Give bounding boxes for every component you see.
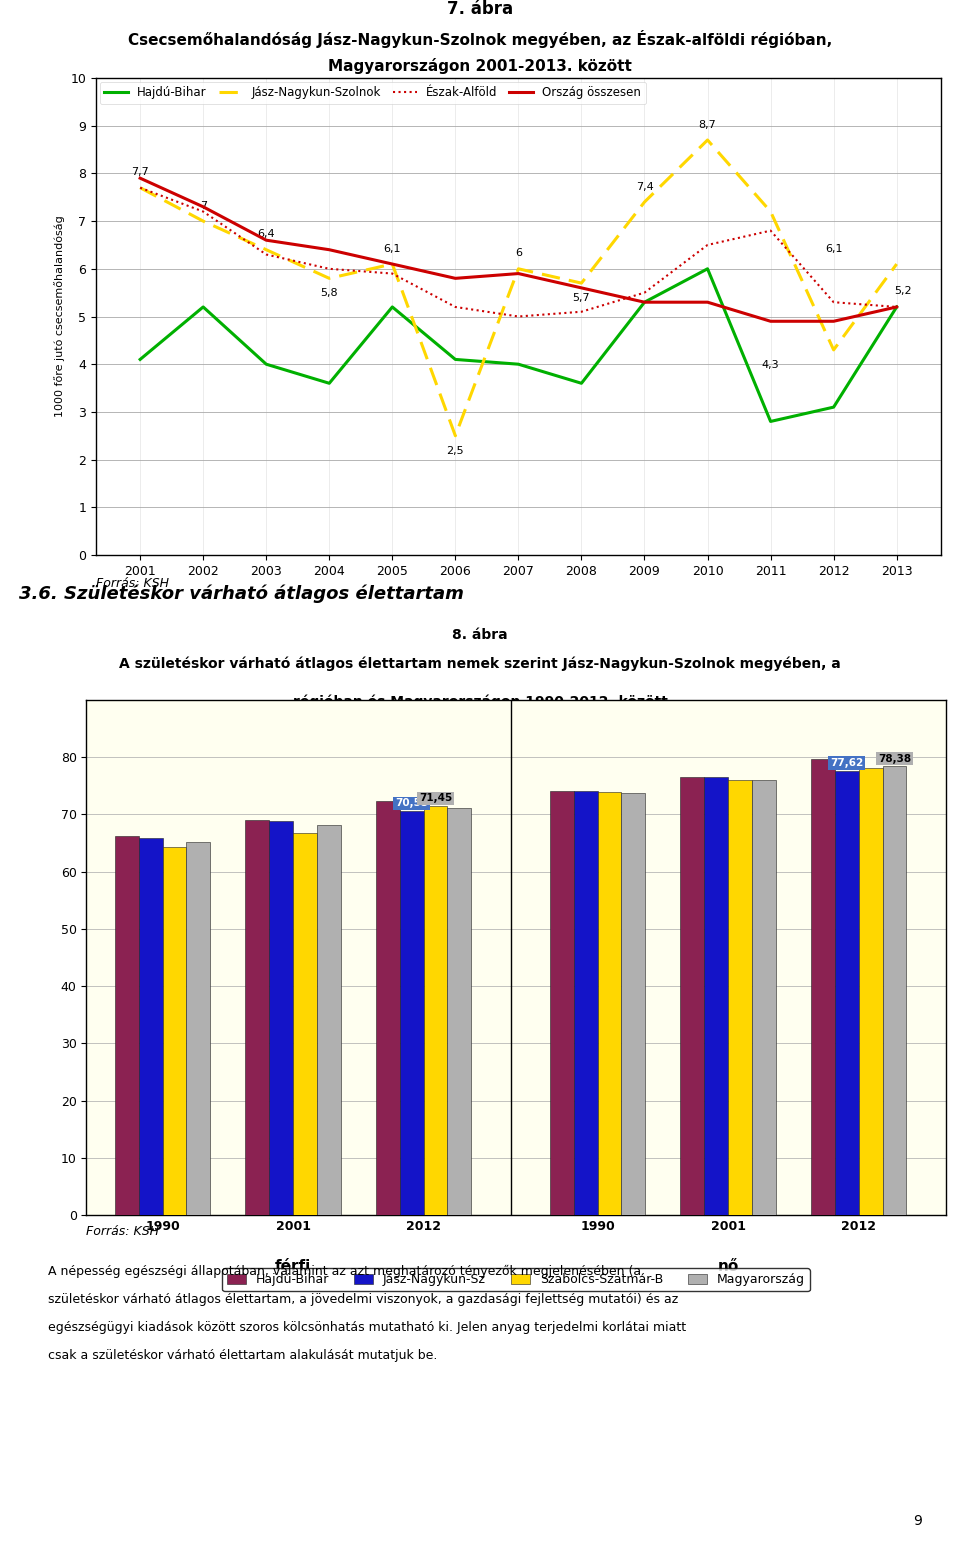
Text: 70,55: 70,55 — [395, 798, 428, 809]
Text: 6,4: 6,4 — [257, 229, 275, 240]
Bar — [728, 780, 752, 1214]
Text: 5,7: 5,7 — [572, 292, 590, 303]
Text: Magyarországon 2001-2013. között: Magyarországon 2001-2013. között — [328, 59, 632, 74]
Bar — [293, 834, 317, 1214]
Bar — [574, 791, 597, 1214]
Text: 9: 9 — [913, 1515, 922, 1528]
Bar — [138, 838, 162, 1214]
Text: A népesség egészségi állapotában, valamint az azt meghatározó tényezők megjelené: A népesség egészségi állapotában, valami… — [48, 1265, 641, 1278]
Text: 7,7: 7,7 — [132, 167, 149, 178]
Text: 78,38: 78,38 — [878, 753, 911, 764]
Text: 8. ábra: 8. ábra — [452, 628, 508, 642]
Bar — [162, 848, 186, 1214]
Bar — [681, 777, 704, 1214]
Text: 77,62: 77,62 — [830, 758, 863, 767]
Text: 2,5: 2,5 — [446, 446, 465, 456]
Bar — [882, 766, 906, 1214]
Text: 7. ábra: 7. ábra — [447, 0, 513, 19]
Text: A születéskor várható átlagos élettartam nemek szerint Jász-Nagykun-Szolnok megy: A születéskor várható átlagos élettartam… — [119, 657, 841, 671]
Bar — [858, 769, 882, 1214]
Bar — [375, 801, 399, 1214]
Text: csak a születéskor várható élettartam alakulását mutatjuk be.: csak a születéskor várható élettartam al… — [48, 1349, 438, 1361]
Text: Forrás: KSH: Forrás: KSH — [96, 577, 169, 589]
Bar — [399, 811, 423, 1214]
Text: 6,1: 6,1 — [825, 243, 842, 254]
Text: Csecsemőhalandóság Jász-Nagykun-Szolnok megyében, az Észak-alföldi régióban,: Csecsemőhalandóság Jász-Nagykun-Szolnok … — [128, 29, 832, 48]
Text: nő: nő — [717, 1259, 738, 1273]
Bar — [597, 792, 621, 1214]
Text: régióban és Magyarországon 1990-2012. között: régióban és Magyarországon 1990-2012. kö… — [293, 695, 667, 709]
Bar — [114, 837, 138, 1214]
Bar — [245, 820, 269, 1214]
Text: egészségügyi kiadások között szoros kölcsönhatás mutatható ki. Jelen anyag terje: egészségügyi kiadások között szoros kölc… — [48, 1321, 686, 1334]
Text: 7: 7 — [200, 201, 206, 210]
Bar — [423, 806, 447, 1214]
Legend: Hajdú-Bihar, Jász-Nagykun-Szolnok, Észak-Alföld, Ország összesen: Hajdú-Bihar, Jász-Nagykun-Szolnok, Észak… — [100, 82, 646, 104]
Text: 7,4: 7,4 — [636, 181, 654, 192]
Bar — [834, 770, 858, 1214]
Bar — [550, 791, 574, 1214]
Bar — [447, 808, 471, 1214]
Bar — [317, 825, 341, 1214]
Bar — [704, 777, 728, 1214]
Bar — [186, 843, 210, 1214]
Text: születéskor várható átlagos élettartam, a jövedelmi viszonyok, a gazdasági fejle: születéskor várható átlagos élettartam, … — [48, 1293, 679, 1306]
Text: 71,45: 71,45 — [419, 794, 452, 803]
Text: 6: 6 — [515, 249, 522, 258]
Text: 5,2: 5,2 — [894, 286, 912, 297]
Text: 4,3: 4,3 — [762, 360, 780, 370]
Bar — [811, 760, 834, 1214]
Text: 8,7: 8,7 — [699, 119, 716, 130]
Y-axis label: 1000 főre jutó csecsemőhalandóság: 1000 főre jutó csecsemőhalandóság — [54, 215, 65, 418]
Text: 5,8: 5,8 — [321, 288, 338, 299]
Bar — [269, 821, 293, 1214]
Text: 6,1: 6,1 — [384, 243, 401, 254]
Bar — [752, 780, 776, 1214]
Legend: Hajdú-Bihar, Jász-Nagykun-Sz, Szabolcs-Szatmár-B, Magyarország: Hajdú-Bihar, Jász-Nagykun-Sz, Szabolcs-S… — [222, 1269, 810, 1292]
Text: férfi: férfi — [275, 1259, 311, 1273]
Bar — [621, 794, 645, 1214]
Text: 3.6. Születéskor várható átlagos élettartam: 3.6. Születéskor várható átlagos élettar… — [19, 585, 464, 603]
Text: Forrás: KSH: Forrás: KSH — [86, 1225, 159, 1238]
